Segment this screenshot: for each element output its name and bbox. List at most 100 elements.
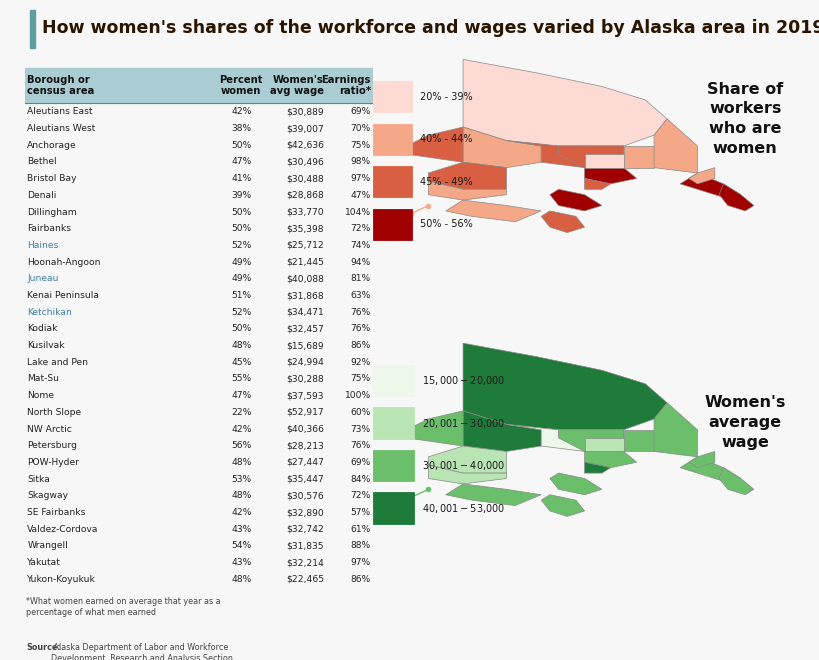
Text: Earnings
ratio*: Earnings ratio*	[322, 75, 371, 96]
Text: $30,576: $30,576	[286, 491, 324, 500]
Text: $40,366: $40,366	[286, 424, 324, 434]
Text: 61%: 61%	[351, 525, 371, 534]
Text: Valdez-Cordova: Valdez-Cordova	[27, 525, 99, 534]
Text: 52%: 52%	[231, 308, 251, 317]
Text: 86%: 86%	[351, 575, 371, 584]
Text: 76%: 76%	[351, 308, 371, 317]
Text: 97%: 97%	[351, 558, 371, 567]
Text: Kusilvak: Kusilvak	[27, 341, 65, 350]
Text: $21,445: $21,445	[286, 257, 324, 267]
Text: 50% - 56%: 50% - 56%	[420, 219, 473, 229]
Polygon shape	[446, 484, 541, 506]
Polygon shape	[585, 451, 636, 468]
Text: Denali: Denali	[27, 191, 57, 200]
Text: Borough or
census area: Borough or census area	[27, 75, 95, 96]
Text: Women's
avg wage: Women's avg wage	[270, 75, 324, 96]
Text: $30,288: $30,288	[286, 374, 324, 383]
Text: $30,488: $30,488	[286, 174, 324, 183]
Text: Aleutians West: Aleutians West	[27, 124, 96, 133]
Text: 92%: 92%	[351, 358, 371, 367]
Text: 39%: 39%	[231, 191, 251, 200]
Text: Fairbanks: Fairbanks	[27, 224, 71, 233]
Text: 76%: 76%	[351, 325, 371, 333]
Polygon shape	[428, 465, 506, 484]
Text: $34,471: $34,471	[286, 308, 324, 317]
Bar	[373, 365, 414, 396]
Text: 100%: 100%	[345, 391, 371, 400]
Text: Share of
workers
who are
women: Share of workers who are women	[707, 82, 784, 156]
Polygon shape	[719, 184, 753, 211]
Text: $30,001 - $40,000: $30,001 - $40,000	[422, 459, 505, 472]
Text: 97%: 97%	[351, 174, 371, 183]
Text: $27,447: $27,447	[286, 458, 324, 467]
Text: 72%: 72%	[351, 491, 371, 500]
Polygon shape	[428, 162, 506, 189]
Polygon shape	[585, 154, 624, 168]
Text: Sitka: Sitka	[27, 475, 50, 484]
Text: How women's shares of the workforce and wages varied by Alaska area in 2019: How women's shares of the workforce and …	[42, 19, 819, 37]
Text: Juneau: Juneau	[27, 275, 59, 283]
Text: $52,917: $52,917	[287, 408, 324, 417]
Polygon shape	[559, 146, 624, 168]
Text: $15,000 - $20,000: $15,000 - $20,000	[422, 374, 505, 387]
Text: $40,001 - $53,000: $40,001 - $53,000	[422, 502, 505, 515]
Text: 42%: 42%	[231, 108, 251, 116]
Text: $30,496: $30,496	[286, 158, 324, 166]
Text: 41%: 41%	[231, 174, 251, 183]
Text: $40,088: $40,088	[286, 275, 324, 283]
Polygon shape	[689, 451, 715, 468]
Polygon shape	[428, 182, 506, 200]
Text: 57%: 57%	[351, 508, 371, 517]
Text: 60%: 60%	[351, 408, 371, 417]
Polygon shape	[585, 438, 624, 451]
Text: $31,868: $31,868	[287, 291, 324, 300]
Polygon shape	[506, 424, 624, 451]
Polygon shape	[585, 178, 611, 189]
Bar	[373, 166, 412, 197]
Polygon shape	[689, 168, 715, 184]
Text: Wrangell: Wrangell	[27, 541, 68, 550]
Text: $33,770: $33,770	[287, 207, 324, 216]
Text: *What women earned on average that year as a
percentage of what men earned: *What women earned on average that year …	[26, 597, 221, 617]
Text: Yukon-Koyukuk: Yukon-Koyukuk	[27, 575, 96, 584]
Text: 43%: 43%	[231, 558, 251, 567]
Text: 94%: 94%	[351, 257, 371, 267]
Text: $20,001 - $30,000: $20,001 - $30,000	[422, 416, 505, 430]
Text: $24,994: $24,994	[286, 358, 324, 367]
Polygon shape	[719, 468, 753, 495]
Bar	[373, 81, 412, 112]
Text: Aleutians East: Aleutians East	[27, 108, 93, 116]
Polygon shape	[680, 173, 741, 200]
Text: 69%: 69%	[351, 458, 371, 467]
Bar	[373, 209, 412, 240]
Polygon shape	[541, 211, 585, 232]
Polygon shape	[585, 168, 636, 184]
Text: Mat-Su: Mat-Su	[27, 374, 59, 383]
Text: Ketchikan: Ketchikan	[27, 308, 72, 317]
Text: 50%: 50%	[231, 325, 251, 333]
Polygon shape	[550, 473, 602, 495]
Text: 43%: 43%	[231, 525, 251, 534]
Text: 84%: 84%	[351, 475, 371, 484]
Text: 56%: 56%	[231, 442, 251, 450]
Polygon shape	[550, 189, 602, 211]
Polygon shape	[541, 495, 585, 516]
Text: $32,890: $32,890	[286, 508, 324, 517]
Text: 22%: 22%	[231, 408, 251, 417]
Text: Yakutat: Yakutat	[27, 558, 61, 567]
Text: 63%: 63%	[351, 291, 371, 300]
Text: 98%: 98%	[351, 158, 371, 166]
Polygon shape	[406, 127, 463, 162]
Polygon shape	[624, 430, 654, 451]
Text: Alaska Department of Labor and Workforce
Development, Research and Analysis Sect: Alaska Department of Labor and Workforce…	[52, 643, 233, 660]
Text: 45%: 45%	[231, 358, 251, 367]
Text: Petersburg: Petersburg	[27, 442, 77, 450]
Text: SE Fairbanks: SE Fairbanks	[27, 508, 86, 517]
Polygon shape	[428, 446, 506, 473]
Text: 42%: 42%	[231, 424, 251, 434]
Polygon shape	[654, 403, 698, 457]
Text: 20% - 39%: 20% - 39%	[420, 92, 473, 102]
Text: $42,636: $42,636	[286, 141, 324, 150]
Text: 75%: 75%	[351, 141, 371, 150]
Text: 50%: 50%	[231, 224, 251, 233]
